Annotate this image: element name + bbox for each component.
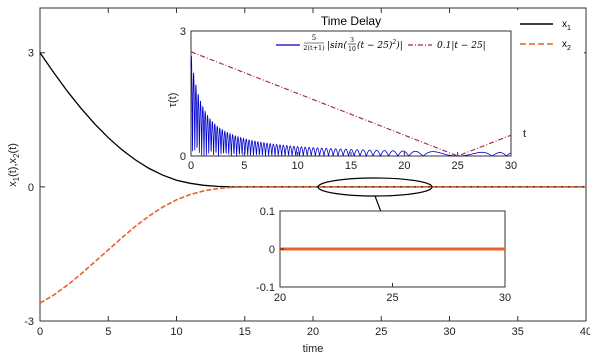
main-xtick-label: 15: [239, 326, 251, 338]
main-xlabel: time: [303, 343, 324, 355]
main-xtick-label: 20: [307, 326, 319, 338]
inset2-xtick-label: 20: [274, 292, 286, 304]
inset1-ytick-label: 3: [180, 26, 186, 38]
inset1-xtick-label: 15: [345, 160, 357, 172]
inset1-xtick-label: 20: [398, 160, 410, 172]
main-ytick-label: 3: [28, 48, 34, 60]
inset2-ytick-label: -0.1: [256, 282, 275, 294]
main-legend: x1 x2: [516, 10, 584, 58]
inset1-xlabel: t: [523, 128, 526, 140]
inset2-ytick-label: 0: [269, 244, 275, 256]
inset1-xtick-label: 30: [505, 160, 517, 172]
inset1-xtick-label: 5: [241, 160, 247, 172]
legend-label-x1: x1: [562, 19, 571, 32]
inset-zoom: 20 25 30 -0.1 0 0.1: [256, 206, 511, 304]
svg-text:(t − 25)2)|: (t − 25)2)|: [357, 39, 403, 51]
svg-text:3: 3: [350, 37, 354, 44]
inset1-xtick-label: 10: [292, 160, 304, 172]
inset1-xtick-label: 25: [452, 160, 464, 172]
inset2-ytick-label: 0.1: [260, 206, 275, 218]
inset1-ytick-label: 0: [180, 151, 186, 163]
inset1-xtick-label: 0: [188, 160, 194, 172]
main-ytick-label: -3: [24, 316, 34, 328]
main-xtick-label: 25: [375, 326, 387, 338]
inset1-title: Time Delay: [321, 14, 381, 28]
series-line-x2: [39, 186, 586, 304]
inset1-legend-label-2: 0.1|t − 25|: [437, 41, 486, 51]
inset1-series-line-2: [190, 51, 512, 157]
svg-text:|sin(: |sin(: [327, 40, 347, 51]
main-xtick-label: 5: [105, 326, 111, 338]
svg-text:10: 10: [348, 46, 356, 53]
inset2-xtick-label: 30: [499, 292, 511, 304]
inset-time-delay: 0 5 10 15 20 25 30 0 3 Time Delay t τ(t) 5 2(t+…: [167, 14, 526, 172]
main-xtick-label: 30: [443, 326, 455, 338]
main-xtick-label: 35: [512, 326, 524, 338]
svg-text:2(t+1): 2(t+1): [303, 44, 325, 52]
main-xtick-label: 0: [37, 326, 43, 338]
inset1-legend-label-1: 5 2(t+1) |sin( 3 10 (t − 25)2)|: [303, 34, 402, 53]
inset2-xtick-label: 25: [386, 292, 398, 304]
legend-label-x2: x2: [562, 39, 571, 52]
svg-text:5: 5: [312, 34, 316, 42]
main-xtick-label: 10: [170, 326, 182, 338]
main-ytick-label: 0: [28, 182, 34, 194]
main-xtick-label: 40: [580, 326, 590, 338]
inset1-legend: 5 2(t+1) |sin( 3 10 (t − 25)2)| 0.1|t − …: [272, 33, 509, 57]
inset1-ylabel: τ(t): [167, 93, 179, 108]
main-ylabel: x1(t),x2(t): [7, 143, 21, 187]
series-line-x1: [39, 52, 586, 188]
